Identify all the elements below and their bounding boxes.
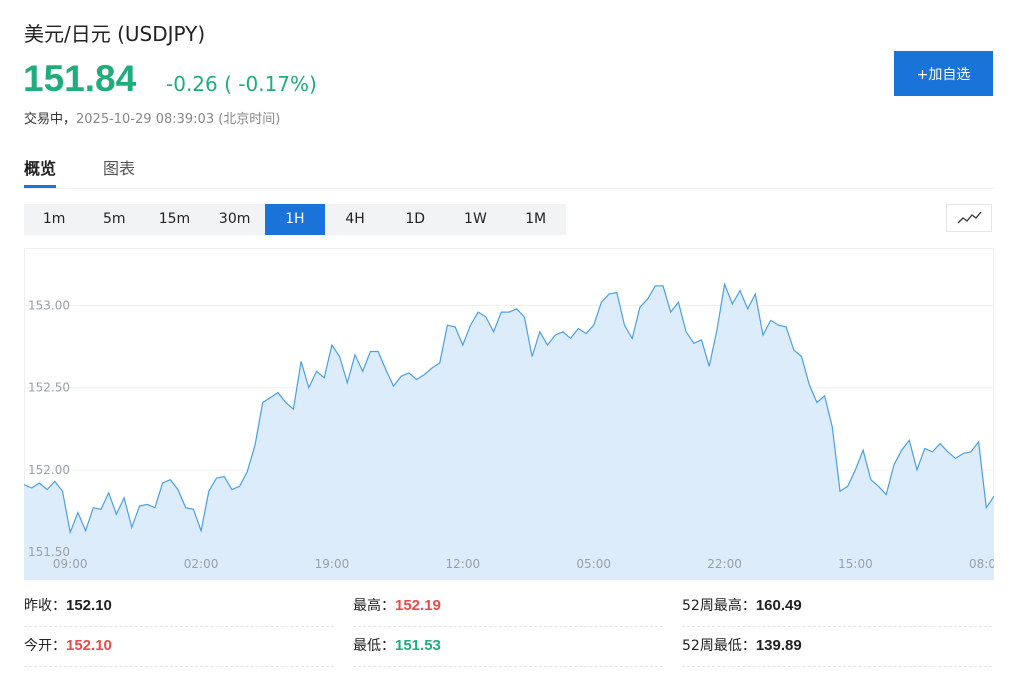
timestamp: 2025-10-29 08:39:03 bbox=[76, 112, 215, 127]
y-tick-label: 151.50 bbox=[28, 545, 70, 559]
stat-value: 151.53 bbox=[395, 637, 441, 654]
stat-value: 139.89 bbox=[755, 637, 802, 654]
interval-button[interactable]: 1H bbox=[264, 204, 325, 235]
stat-value: 160.49 bbox=[755, 597, 802, 614]
symbol: (USDJPY) bbox=[117, 22, 206, 46]
divider bbox=[24, 188, 993, 189]
stat-item: 今开：152.10 bbox=[24, 628, 334, 667]
chart-style-button[interactable] bbox=[946, 204, 992, 232]
interval-button[interactable]: 15m bbox=[158, 211, 191, 227]
change-percent: ( -0.17%) bbox=[224, 72, 317, 96]
stat-item: 52周最低：139.89 bbox=[682, 628, 992, 667]
pair-name: 美元/日元 bbox=[24, 22, 111, 46]
y-tick-label: 152.50 bbox=[28, 381, 70, 395]
interval-button[interactable]: 4H bbox=[345, 211, 365, 227]
change-value: -0.26 bbox=[166, 72, 218, 96]
stat-value: 152.10 bbox=[66, 597, 112, 614]
add-watchlist-button[interactable]: +加自选 bbox=[894, 51, 993, 96]
status: 交易中，2025-10-29 08:39:03 (北京时间) bbox=[24, 108, 280, 127]
stat-item: 52周最高：160.49 bbox=[682, 588, 992, 627]
stat-value: 152.10 bbox=[66, 637, 112, 654]
stat-label: 今开： bbox=[24, 638, 66, 654]
x-tick-label: 08:00 bbox=[969, 557, 994, 571]
price: 151.84 bbox=[23, 58, 137, 99]
interval-button[interactable]: 1M bbox=[525, 211, 547, 227]
title: 美元/日元 (USDJPY) bbox=[24, 18, 205, 47]
x-tick-label: 12:00 bbox=[446, 557, 481, 571]
stat-label: 最低： bbox=[353, 638, 395, 654]
tab[interactable]: 图表 bbox=[103, 159, 136, 178]
price-line bbox=[24, 281, 994, 535]
interval-button[interactable]: 1m bbox=[42, 211, 66, 227]
stat-item: 昨收：152.10 bbox=[24, 588, 334, 627]
tab[interactable]: 概览 bbox=[24, 155, 57, 188]
stat-value: 152.19 bbox=[395, 597, 441, 614]
x-tick-label: 05:00 bbox=[576, 557, 611, 571]
x-tick-label: 09:00 bbox=[53, 557, 88, 571]
stat-label: 52周最低： bbox=[682, 638, 756, 654]
change: -0.26 ( -0.17%) bbox=[166, 72, 317, 96]
x-tick-label: 15:00 bbox=[838, 557, 873, 571]
stat-label: 最高： bbox=[353, 598, 395, 614]
stat-label: 昨收： bbox=[24, 598, 66, 614]
stat-item: 最低：151.53 bbox=[353, 628, 663, 667]
y-tick-label: 153.00 bbox=[28, 299, 70, 313]
interval-bar: 1m 5m 15m 30m 1H 4H 1D 1W 1M bbox=[24, 204, 566, 235]
interval-button[interactable]: 1W bbox=[464, 211, 487, 227]
stats: 昨收：152.10 最高：152.19 52周最高：160.49 今开：152.10 最… bbox=[24, 588, 994, 668]
interval-button[interactable]: 30m bbox=[218, 211, 251, 227]
y-tick-label: 152.00 bbox=[28, 463, 70, 477]
x-tick-label: 02:00 bbox=[184, 557, 219, 571]
area-fill bbox=[24, 284, 994, 580]
line-icon bbox=[957, 211, 982, 224]
interval-button[interactable]: 1D bbox=[405, 211, 426, 227]
timezone: (北京时间) bbox=[218, 112, 281, 127]
x-tick-label: 19:00 bbox=[315, 557, 350, 571]
stat-label: 52周最高： bbox=[682, 598, 756, 614]
x-tick-label: 22:00 bbox=[707, 557, 742, 571]
interval-button[interactable]: 5m bbox=[103, 211, 126, 227]
trading-status: 交易中， bbox=[24, 112, 77, 127]
chart: 151.50 152.00 152.50 153.00 09:00 02:00 19:00 1… bbox=[24, 248, 994, 580]
stat-item: 最高：152.19 bbox=[353, 588, 663, 627]
